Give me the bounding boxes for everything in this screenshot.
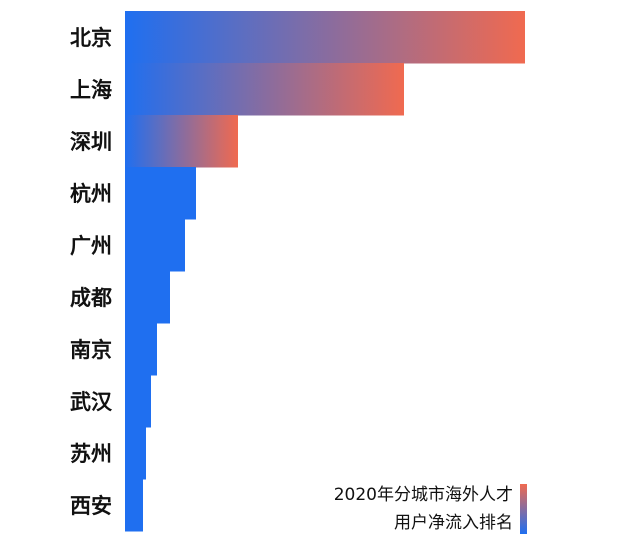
- legend-title: 用户净流入排名: [394, 513, 513, 533]
- bar: [125, 479, 143, 532]
- category-label: 南京: [70, 338, 112, 362]
- legend-title: 2020年分城市海外人才: [334, 485, 513, 505]
- category-label: 杭州: [70, 182, 112, 206]
- legend-swatch: [520, 484, 527, 534]
- bar: [125, 115, 238, 168]
- category-label: 武汉: [70, 390, 113, 414]
- bar: [125, 323, 157, 376]
- bar: [125, 219, 185, 272]
- category-label: 西安: [70, 494, 112, 518]
- category-label: 北京: [70, 26, 112, 50]
- bar: [125, 11, 525, 64]
- bar: [125, 375, 151, 428]
- category-label: 成都: [70, 286, 112, 310]
- category-label: 深圳: [70, 130, 112, 154]
- category-label: 上海: [70, 78, 112, 102]
- bar: [125, 427, 146, 480]
- bar: [125, 63, 404, 116]
- category-label: 苏州: [70, 442, 112, 466]
- bar: [125, 167, 196, 220]
- category-label: 广州: [70, 234, 112, 258]
- bar: [125, 271, 170, 324]
